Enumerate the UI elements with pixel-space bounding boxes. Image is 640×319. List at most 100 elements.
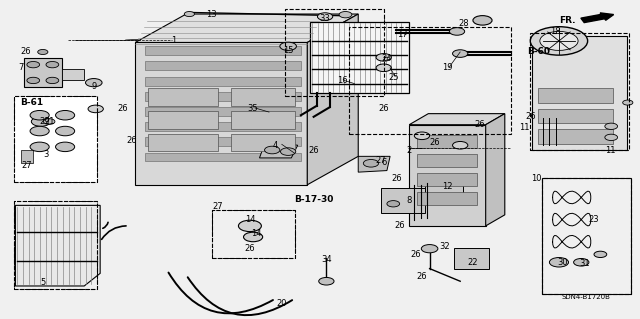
Bar xyxy=(145,77,301,85)
Text: 26: 26 xyxy=(391,174,402,183)
Polygon shape xyxy=(24,58,62,87)
Text: 26: 26 xyxy=(117,104,128,113)
Circle shape xyxy=(280,148,296,155)
Bar xyxy=(532,36,627,150)
Text: 23: 23 xyxy=(589,215,599,224)
Polygon shape xyxy=(409,114,505,125)
Text: B-17-30: B-17-30 xyxy=(294,195,333,204)
Text: 26: 26 xyxy=(417,272,428,281)
Bar xyxy=(14,96,97,182)
Circle shape xyxy=(27,62,40,68)
Text: 11: 11 xyxy=(605,145,615,154)
Circle shape xyxy=(339,11,352,18)
Circle shape xyxy=(280,42,296,50)
Bar xyxy=(145,122,301,131)
Text: 32: 32 xyxy=(439,242,449,251)
Bar xyxy=(285,9,384,96)
Circle shape xyxy=(452,50,468,57)
Circle shape xyxy=(452,141,468,149)
Text: 1: 1 xyxy=(171,36,176,45)
Text: 17: 17 xyxy=(397,30,408,39)
Circle shape xyxy=(56,126,75,136)
Circle shape xyxy=(594,251,607,257)
Text: 16: 16 xyxy=(337,76,348,85)
Text: 14: 14 xyxy=(251,229,262,238)
Text: 12: 12 xyxy=(442,182,452,191)
Circle shape xyxy=(573,258,589,266)
Text: 15: 15 xyxy=(283,46,293,55)
Text: 19: 19 xyxy=(442,63,452,72)
Text: 30: 30 xyxy=(557,258,568,267)
Text: 26: 26 xyxy=(394,221,405,230)
Bar xyxy=(417,173,477,186)
Bar xyxy=(14,201,97,289)
Polygon shape xyxy=(358,156,390,172)
Bar xyxy=(381,188,425,213)
Bar xyxy=(145,46,301,55)
Text: 26: 26 xyxy=(20,48,31,56)
Text: 26: 26 xyxy=(244,243,255,253)
Polygon shape xyxy=(486,114,505,226)
Text: 26: 26 xyxy=(127,136,138,145)
Circle shape xyxy=(449,28,465,35)
Text: 26: 26 xyxy=(308,145,319,154)
Circle shape xyxy=(317,13,333,20)
Text: 26: 26 xyxy=(378,104,389,113)
Text: 25: 25 xyxy=(388,73,399,82)
Circle shape xyxy=(44,119,55,124)
FancyArrow shape xyxy=(581,13,614,23)
Circle shape xyxy=(549,257,568,267)
Bar xyxy=(145,107,301,116)
Bar xyxy=(145,137,301,146)
Bar xyxy=(538,88,613,103)
Bar xyxy=(212,210,294,257)
Bar xyxy=(310,22,409,93)
Circle shape xyxy=(184,11,195,17)
Text: 35: 35 xyxy=(248,104,259,113)
Bar xyxy=(14,96,97,182)
Text: 26: 26 xyxy=(410,250,421,259)
Text: 14: 14 xyxy=(244,215,255,224)
Text: 27: 27 xyxy=(22,161,32,170)
Bar xyxy=(538,130,613,144)
Circle shape xyxy=(46,62,59,68)
Bar xyxy=(148,88,218,106)
Circle shape xyxy=(30,142,49,152)
Circle shape xyxy=(376,64,392,71)
Bar xyxy=(135,42,307,185)
Bar xyxy=(148,111,218,129)
Polygon shape xyxy=(259,141,298,158)
Text: 33: 33 xyxy=(320,14,330,23)
Circle shape xyxy=(86,78,102,87)
Ellipse shape xyxy=(540,32,578,50)
Bar xyxy=(231,134,294,151)
Bar xyxy=(541,178,631,294)
Circle shape xyxy=(605,134,618,141)
Bar xyxy=(541,178,631,294)
Bar xyxy=(148,134,218,151)
Text: 6: 6 xyxy=(381,158,387,167)
Bar xyxy=(425,175,463,193)
Text: 31: 31 xyxy=(579,259,589,268)
Circle shape xyxy=(56,110,75,120)
Polygon shape xyxy=(307,14,358,185)
Circle shape xyxy=(27,77,40,84)
Circle shape xyxy=(38,49,48,55)
Circle shape xyxy=(623,100,633,105)
Text: 26: 26 xyxy=(525,112,536,121)
Ellipse shape xyxy=(531,27,588,55)
Circle shape xyxy=(387,201,399,207)
Text: 18: 18 xyxy=(550,27,561,36)
Circle shape xyxy=(473,16,492,25)
Bar xyxy=(531,33,629,150)
Bar xyxy=(145,92,301,101)
Text: 5: 5 xyxy=(40,278,45,287)
Text: 7: 7 xyxy=(18,63,23,72)
Circle shape xyxy=(88,105,103,113)
Bar xyxy=(62,69,84,80)
Text: 8: 8 xyxy=(406,196,412,205)
Polygon shape xyxy=(135,14,358,42)
Text: 9: 9 xyxy=(91,82,97,91)
Circle shape xyxy=(319,278,334,285)
Bar xyxy=(417,192,477,205)
